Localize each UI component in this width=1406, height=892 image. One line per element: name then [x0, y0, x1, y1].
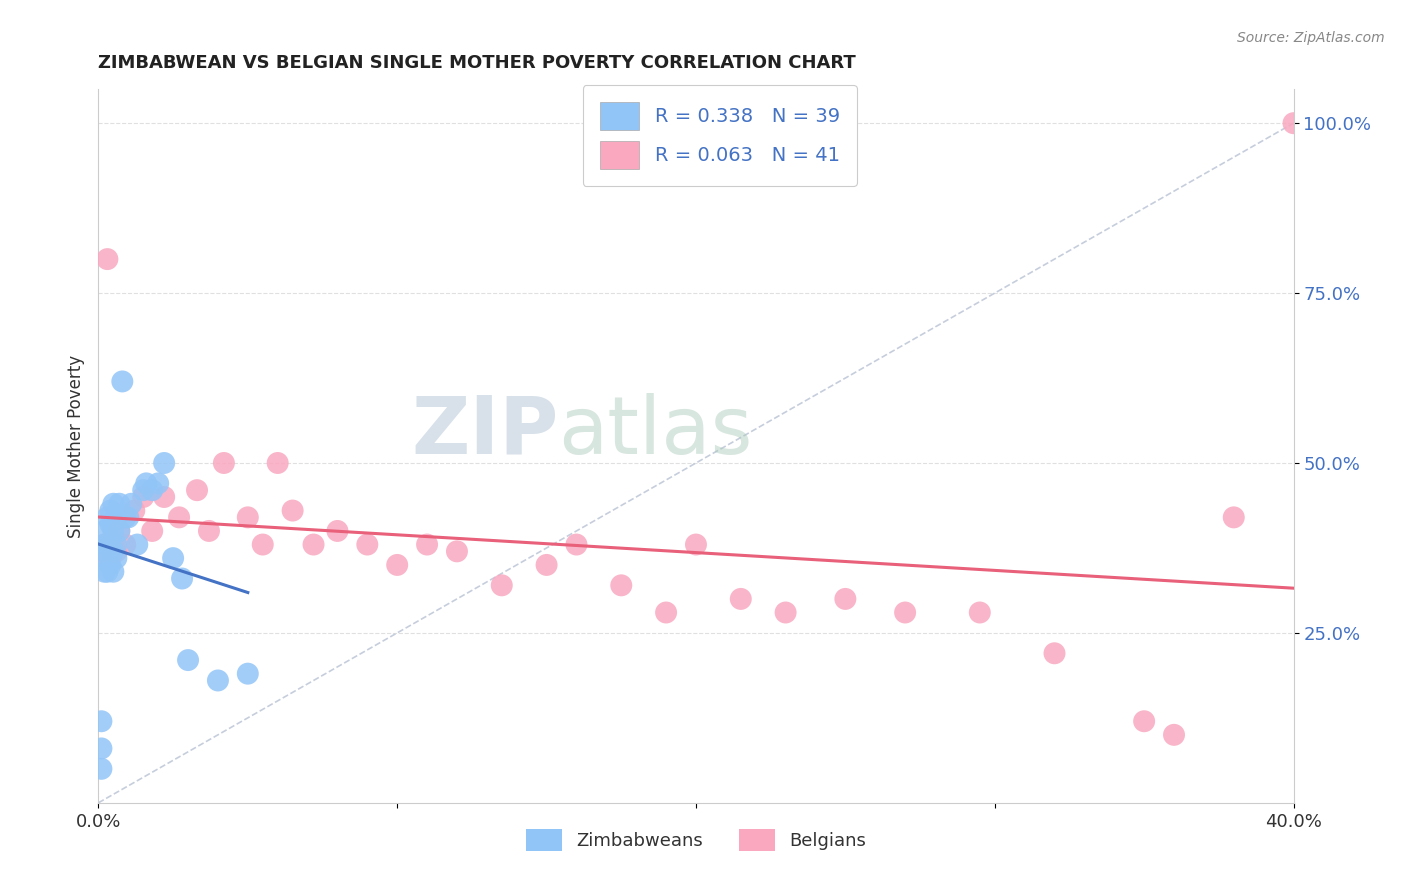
- Point: [103, 544, 125, 558]
- Point: [103, 524, 125, 538]
- Point: [93, 537, 115, 551]
- Point: [127, 537, 149, 551]
- Point: [90, 762, 112, 776]
- Point: [98, 537, 122, 551]
- Point: [132, 483, 155, 498]
- Point: [98, 503, 122, 517]
- Point: [1282, 116, 1305, 130]
- Point: [153, 456, 176, 470]
- Point: [93, 565, 115, 579]
- Point: [385, 558, 409, 572]
- Point: [96, 551, 118, 566]
- Point: [98, 558, 122, 572]
- Point: [730, 591, 752, 606]
- Text: Source: ZipAtlas.com: Source: ZipAtlas.com: [1237, 31, 1385, 45]
- Point: [103, 497, 125, 511]
- Point: [96, 252, 118, 266]
- Point: [186, 483, 208, 498]
- Point: [105, 510, 128, 524]
- Point: [117, 510, 139, 524]
- Point: [212, 456, 235, 470]
- Point: [236, 666, 259, 681]
- Point: [775, 606, 797, 620]
- Point: [1133, 714, 1156, 729]
- Point: [93, 544, 115, 558]
- Point: [1163, 728, 1185, 742]
- Point: [326, 524, 349, 538]
- Text: atlas: atlas: [558, 392, 752, 471]
- Text: ZIMBABWEAN VS BELGIAN SINGLE MOTHER POVERTY CORRELATION CHART: ZIMBABWEAN VS BELGIAN SINGLE MOTHER POVE…: [98, 54, 856, 72]
- Point: [162, 551, 184, 566]
- Point: [177, 653, 200, 667]
- Point: [111, 375, 134, 389]
- Point: [894, 606, 917, 620]
- Point: [536, 558, 558, 572]
- Point: [141, 483, 163, 498]
- Point: [207, 673, 229, 688]
- Point: [446, 544, 468, 558]
- Point: [267, 456, 290, 470]
- Point: [1043, 646, 1066, 660]
- Point: [105, 544, 128, 558]
- Point: [96, 510, 118, 524]
- Text: ZIP: ZIP: [412, 392, 558, 471]
- Point: [103, 544, 125, 558]
- Point: [302, 537, 325, 551]
- Point: [114, 510, 136, 524]
- Point: [96, 565, 118, 579]
- Point: [108, 524, 131, 538]
- Point: [172, 572, 194, 586]
- Point: [108, 524, 131, 538]
- Point: [103, 565, 125, 579]
- Point: [969, 606, 991, 620]
- Point: [135, 476, 157, 491]
- Point: [90, 714, 112, 729]
- Point: [356, 537, 378, 551]
- Point: [1223, 510, 1246, 524]
- Point: [124, 503, 146, 517]
- Point: [655, 606, 678, 620]
- Point: [90, 741, 112, 756]
- Point: [98, 517, 122, 532]
- Point: [565, 537, 588, 551]
- Point: [416, 537, 439, 551]
- Point: [120, 497, 142, 511]
- Y-axis label: Single Mother Poverty: Single Mother Poverty: [66, 354, 84, 538]
- Point: [610, 578, 633, 592]
- Point: [105, 537, 128, 551]
- Point: [198, 524, 221, 538]
- Point: [105, 551, 128, 566]
- Point: [96, 537, 118, 551]
- Point: [153, 490, 176, 504]
- Point: [132, 490, 155, 504]
- Point: [252, 537, 274, 551]
- Point: [93, 524, 115, 538]
- Legend: Zimbabweans, Belgians: Zimbabweans, Belgians: [519, 822, 873, 858]
- Point: [167, 510, 190, 524]
- Point: [281, 503, 304, 517]
- Point: [90, 544, 112, 558]
- Point: [834, 591, 856, 606]
- Point: [148, 476, 170, 491]
- Point: [93, 537, 115, 551]
- Point: [685, 537, 707, 551]
- Point: [108, 497, 131, 511]
- Point: [236, 510, 259, 524]
- Point: [141, 524, 163, 538]
- Point: [114, 537, 136, 551]
- Point: [491, 578, 513, 592]
